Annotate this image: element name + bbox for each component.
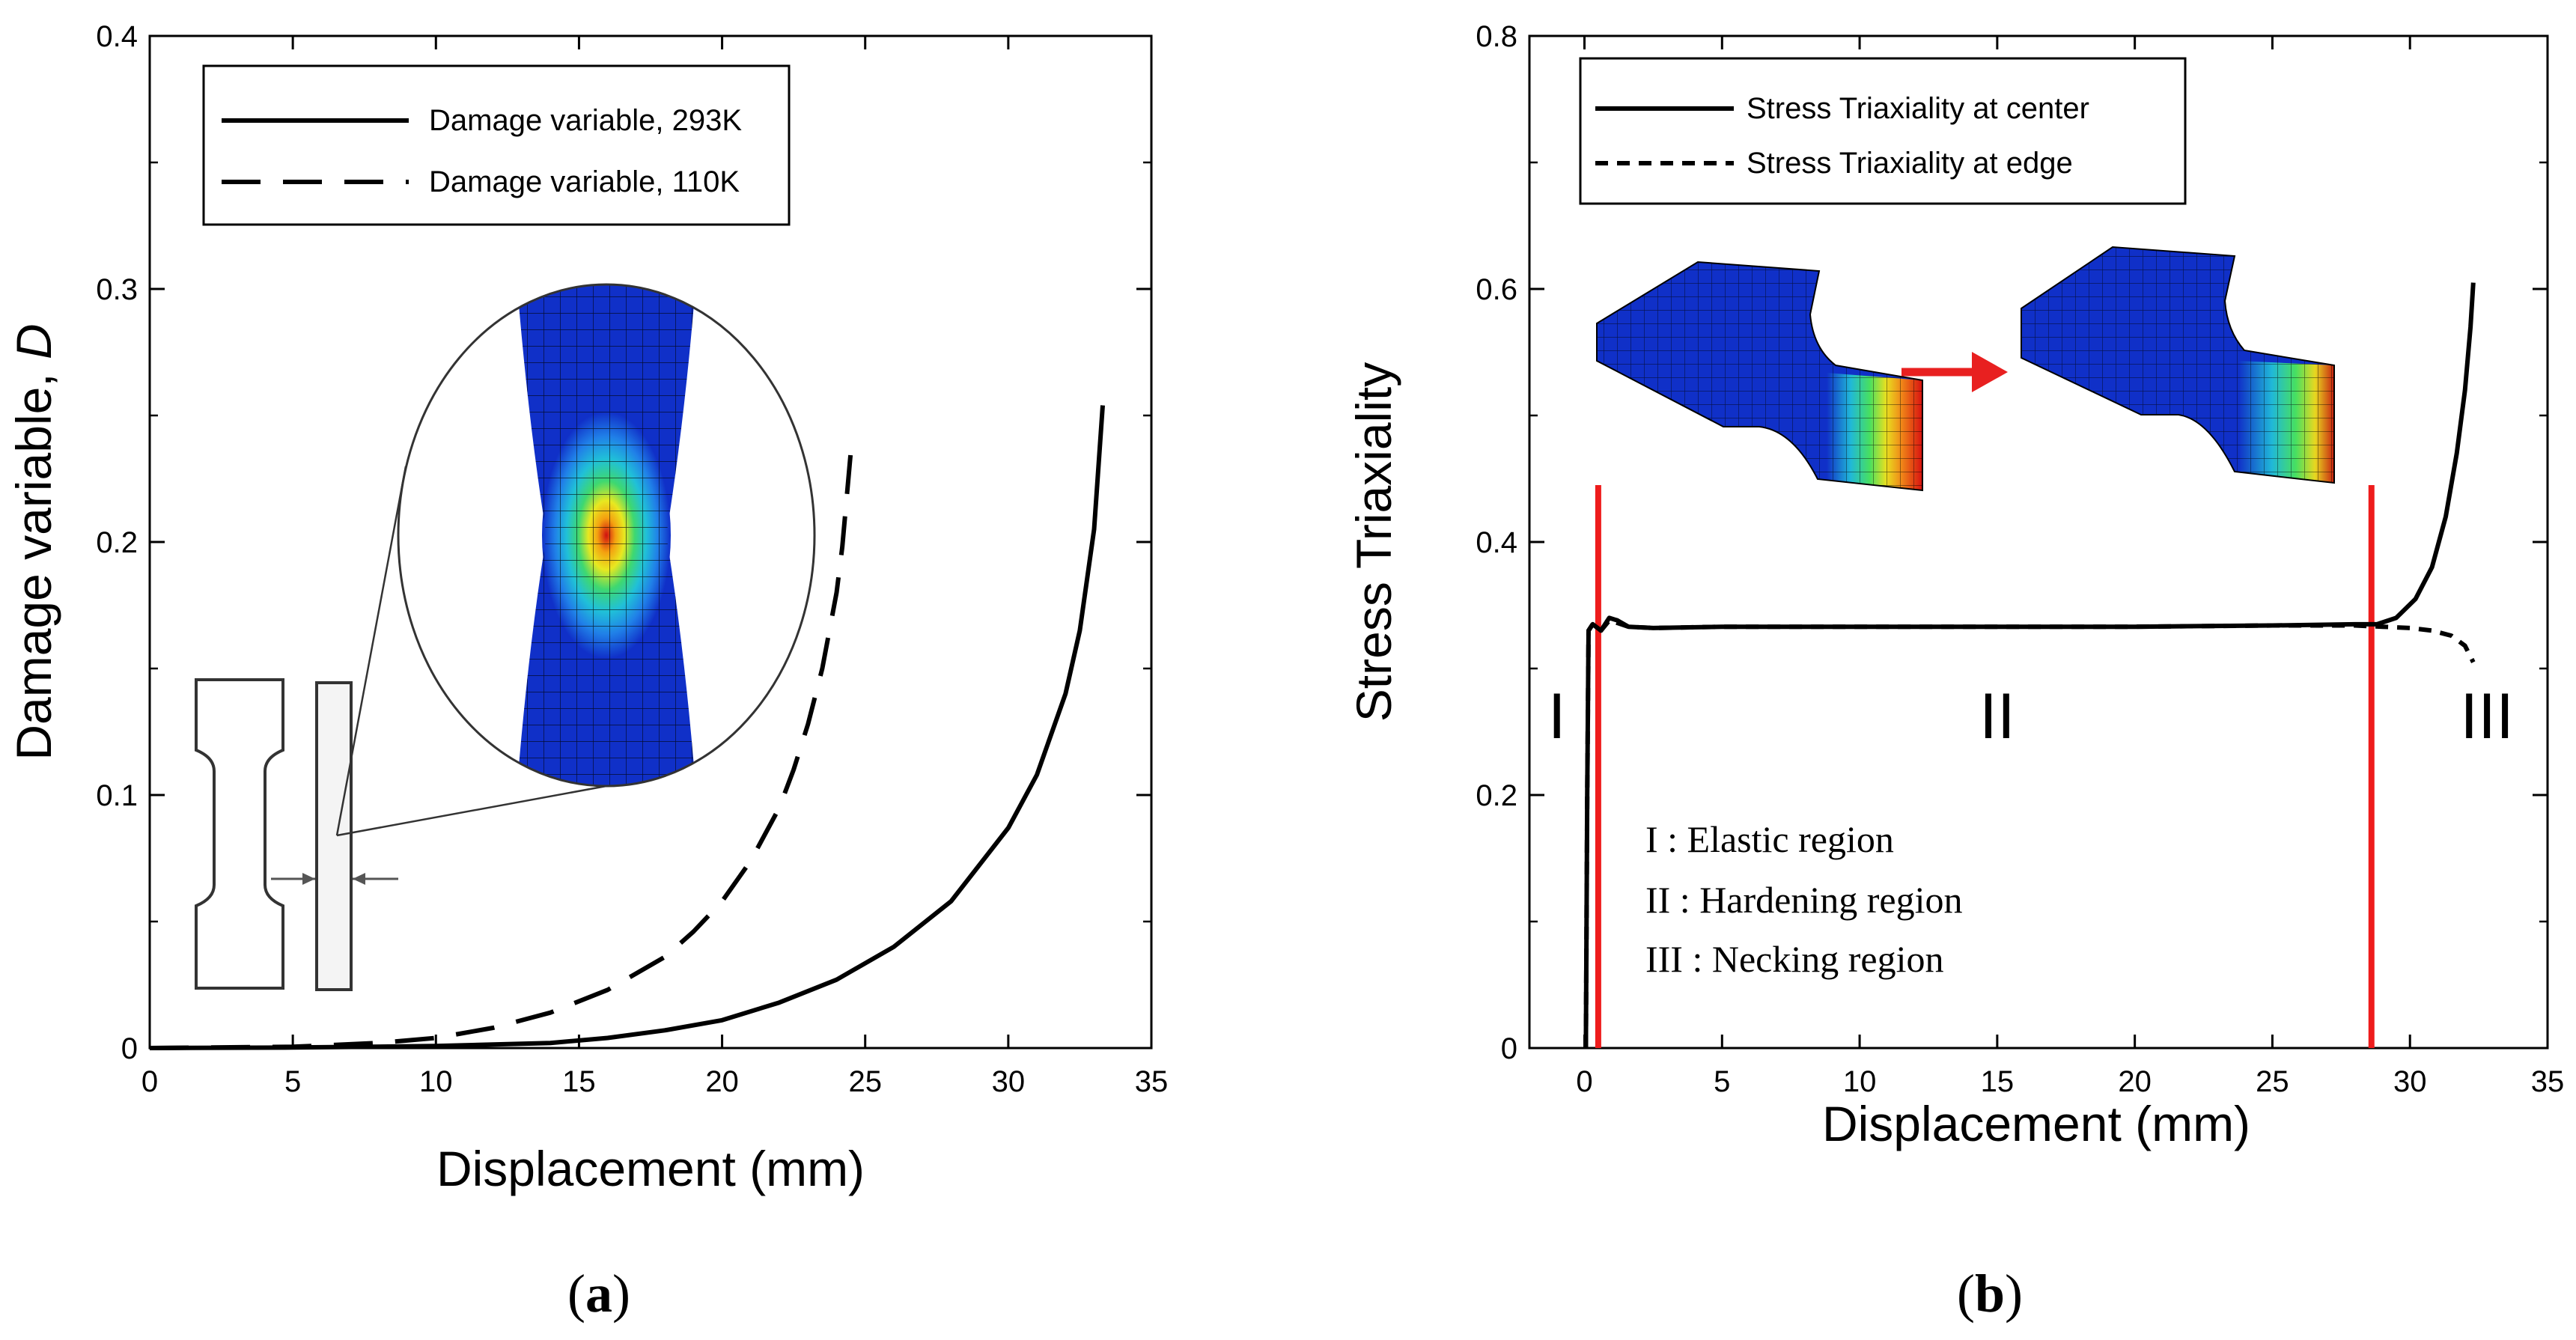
panel-label-b: (b) xyxy=(1957,1264,2023,1324)
x-tick-label-a: 35 xyxy=(1135,1065,1169,1098)
legend-b-box xyxy=(1579,57,2187,205)
y-tick-label-a: 0 xyxy=(121,1032,138,1065)
region-label: II xyxy=(1979,680,2015,752)
region-legend-hardening: II : Hardening region xyxy=(1645,879,1962,921)
series-line-a-2 xyxy=(149,451,853,1050)
series-line-a-1 xyxy=(149,405,1105,1050)
series-line-b-1 xyxy=(1583,282,2476,1049)
x-tick-label-b: 0 xyxy=(1576,1065,1592,1098)
specimen-inset xyxy=(195,466,607,991)
region-label: III xyxy=(2460,680,2514,752)
region-label: I xyxy=(1548,680,1566,752)
x-tick-label-b: 20 xyxy=(2118,1065,2152,1098)
y-axis-title-a: Damage variable, D xyxy=(6,323,61,760)
y-tick-label-a: 0.4 xyxy=(96,20,138,53)
zoom-line-top xyxy=(335,466,407,836)
panel-a: 0 5 10 15 20 25 30 35 0 0.1 0.2 0.3 0.4 xyxy=(6,20,1168,1324)
zoom-line-bottom xyxy=(336,785,607,837)
zoom-circle xyxy=(397,283,816,788)
dogbone-side-icon xyxy=(315,681,353,991)
specimen-mesh-after xyxy=(2021,246,2335,484)
legend-a-box xyxy=(202,64,791,226)
specimen-mesh-before xyxy=(1596,261,1923,492)
legend-a-label-110k: Damage variable, 110K xyxy=(429,165,740,198)
x-tick-label-a: 0 xyxy=(141,1065,158,1098)
region-legend: I : Elastic region II : Hardening region… xyxy=(1645,818,1962,980)
x-tick-label-b: 15 xyxy=(1981,1065,2015,1098)
y-axis-title-b: Stress Triaxiality xyxy=(1346,362,1401,722)
x-tick-label-a: 30 xyxy=(992,1065,1026,1098)
x-tick-label-b: 10 xyxy=(1843,1065,1877,1098)
dogbone-front-icon xyxy=(195,678,284,990)
y-tick-label-b: 0.4 xyxy=(1476,526,1517,559)
x-tick-label-b: 5 xyxy=(1714,1065,1730,1098)
x-tick-label-b: 35 xyxy=(2531,1065,2565,1098)
y-tick-label-b: 0.2 xyxy=(1476,779,1517,812)
x-tick-label-a: 20 xyxy=(705,1065,739,1098)
x-tick-label-b: 30 xyxy=(2393,1065,2427,1098)
series-line-b-2 xyxy=(1583,618,2476,1049)
y-tick-label-b: 0 xyxy=(1501,1032,1517,1065)
y-tick-label-b: 0.6 xyxy=(1476,273,1517,306)
fe-mesh-insets xyxy=(1596,246,2335,492)
y-tick-label-a: 0.2 xyxy=(96,526,138,559)
x-tick-label-a: 25 xyxy=(848,1065,882,1098)
y-tick-label-a: 0.3 xyxy=(96,273,138,306)
axes-a: 0 5 10 15 20 25 30 35 0 0.1 0.2 0.3 0.4 xyxy=(96,20,1168,1098)
region-legend-necking: III : Necking region xyxy=(1645,938,1943,980)
x-axis-title-a: Displacement (mm) xyxy=(436,1141,865,1196)
x-tick-label-a: 10 xyxy=(419,1065,453,1098)
panel-label-a: (a) xyxy=(567,1264,630,1324)
legend-b: Stress Triaxiality at center Stress Tria… xyxy=(1579,57,2187,205)
x-tick-label-b: 25 xyxy=(2256,1065,2289,1098)
legend-a: Damage variable, 293K Damage variable, 1… xyxy=(202,64,791,226)
x-tick-label-a: 15 xyxy=(562,1065,596,1098)
y-tick-label-b: 0.8 xyxy=(1476,20,1517,53)
x-tick-label-a: 5 xyxy=(284,1065,301,1098)
y-tick-label-a: 0.1 xyxy=(96,779,138,812)
legend-a-label-293k: Damage variable, 293K xyxy=(429,104,742,137)
x-axis-title-b: Displacement (mm) xyxy=(1822,1096,2250,1151)
legend-b-label-edge: Stress Triaxiality at edge xyxy=(1747,147,2073,180)
legend-b-label-center: Stress Triaxiality at center xyxy=(1747,92,2089,125)
damage-contour-inset xyxy=(397,283,816,788)
region-legend-elastic: I : Elastic region xyxy=(1645,818,1894,860)
